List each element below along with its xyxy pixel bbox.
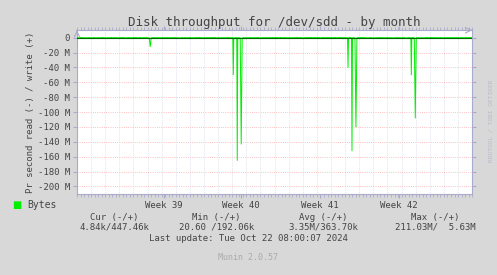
Text: 211.03M/  5.63M: 211.03M/ 5.63M: [395, 223, 475, 232]
Text: 20.60 /192.06k: 20.60 /192.06k: [178, 223, 254, 232]
Text: Cur (-/+): Cur (-/+): [90, 213, 139, 222]
Text: Last update: Tue Oct 22 08:00:07 2024: Last update: Tue Oct 22 08:00:07 2024: [149, 234, 348, 243]
Text: Bytes: Bytes: [27, 200, 57, 210]
Title: Disk throughput for /dev/sdd - by month: Disk throughput for /dev/sdd - by month: [128, 16, 421, 29]
Y-axis label: Pr second read (-) / write (+): Pr second read (-) / write (+): [26, 31, 35, 193]
Text: 4.84k/447.46k: 4.84k/447.46k: [80, 223, 149, 232]
Text: Avg (-/+): Avg (-/+): [299, 213, 347, 222]
Text: ■: ■: [12, 200, 22, 210]
Text: RRDTOOL / TOBI OETIKER: RRDTOOL / TOBI OETIKER: [489, 80, 494, 162]
Text: Max (-/+): Max (-/+): [411, 213, 459, 222]
Text: Munin 2.0.57: Munin 2.0.57: [219, 253, 278, 262]
Text: 3.35M/363.70k: 3.35M/363.70k: [288, 223, 358, 232]
Text: Min (-/+): Min (-/+): [192, 213, 241, 222]
